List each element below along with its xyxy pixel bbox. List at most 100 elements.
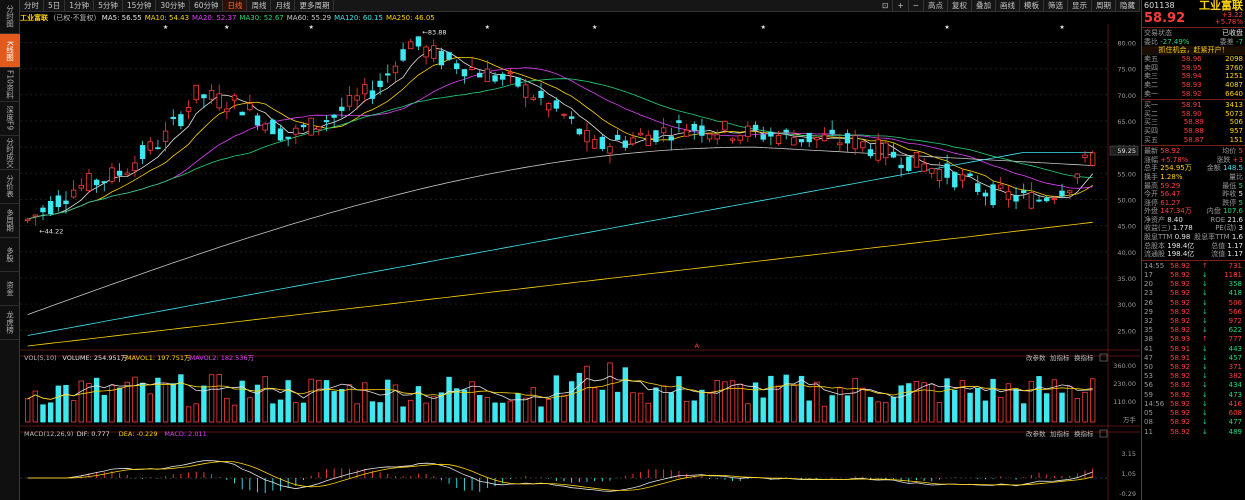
trade-row: 32 58.92 ↓ 972 bbox=[1142, 317, 1245, 326]
event-star-icon[interactable]: ★ bbox=[308, 24, 313, 31]
nav-item-7[interactable]: 多股 bbox=[0, 238, 20, 272]
down-arrow-icon: ↓ bbox=[1202, 280, 1208, 289]
tool-button-3[interactable]: 高点 bbox=[924, 0, 948, 12]
event-star-icon[interactable]: ★ bbox=[163, 24, 168, 31]
stat-label: 涨停 bbox=[1144, 198, 1158, 207]
period-tab-8[interactable]: 周线 bbox=[247, 0, 272, 11]
candle-body bbox=[1059, 190, 1065, 197]
book-volume: 2098 bbox=[1225, 55, 1243, 64]
volume-bar bbox=[362, 382, 368, 423]
indicator-button-1[interactable]: 加指标 bbox=[1050, 429, 1070, 438]
nav-item-1[interactable]: K线图 bbox=[0, 34, 20, 68]
indicator-button-0[interactable]: 改参数 bbox=[1026, 429, 1046, 438]
book-price: 58.92 bbox=[1181, 89, 1202, 98]
event-star-icon[interactable]: ★ bbox=[1059, 24, 1064, 31]
current-price-tag bbox=[1109, 145, 1139, 156]
indicator-button-1[interactable]: 加指标 bbox=[1050, 353, 1070, 362]
nav-item-6[interactable]: 多周期 bbox=[0, 204, 20, 238]
candle-body bbox=[1089, 152, 1096, 166]
tool-button-4[interactable]: 复权 bbox=[948, 0, 972, 12]
promo-banner[interactable]: 抓住机会，赶紧开户！ bbox=[1142, 46, 1245, 56]
volume-bar bbox=[844, 395, 851, 423]
nav-item-2[interactable]: F10资料 bbox=[0, 68, 20, 102]
indicator-button-2[interactable]: 换指标 bbox=[1074, 353, 1094, 362]
trade-price: 58.92 bbox=[1170, 289, 1191, 298]
close-icon[interactable] bbox=[1099, 429, 1108, 438]
macd-y-tick-label: -0.29 bbox=[1119, 490, 1136, 498]
ma-legend-item: MA120: 60.15 bbox=[334, 14, 383, 22]
stat-value: 5 bbox=[1238, 181, 1243, 190]
kline-chart-area[interactable]: 80.0075.0070.0065.0060.0055.0050.0045.00… bbox=[20, 24, 1140, 500]
volume-bar bbox=[415, 386, 422, 423]
period-tab-7[interactable]: 日线 bbox=[223, 0, 248, 11]
volume-bar bbox=[408, 399, 414, 423]
stock-name: 工业富联 bbox=[20, 14, 48, 22]
close-icon[interactable] bbox=[1099, 353, 1108, 362]
nav-item-4[interactable]: 分时成交 bbox=[0, 136, 20, 170]
tool-button-7[interactable]: 模板 bbox=[1020, 0, 1044, 12]
event-marker[interactable]: A bbox=[695, 342, 700, 350]
candle-body bbox=[461, 69, 468, 77]
candle-body bbox=[116, 170, 123, 176]
period-tab-9[interactable]: 月线 bbox=[271, 0, 296, 11]
nav-item-5[interactable]: 分价表 bbox=[0, 170, 20, 204]
wb-value: -27.49% bbox=[1160, 37, 1190, 46]
nav-item-0[interactable]: 分时图 bbox=[0, 0, 20, 34]
tick-trades[interactable]: 14:55 58.92 ↑ 731 17 58.92 ↓ 1181 20 58.92 ↓ 358 23 5… bbox=[1142, 262, 1245, 437]
period-tab-10[interactable]: 更多周期 bbox=[295, 0, 335, 11]
stat-row: 总手 254.95万 金额 148.5 bbox=[1142, 164, 1245, 173]
tools-toolbar: ⊡ + − 高点 复权 叠加 画线 模板 筛选 显示 周期 隐藏 bbox=[878, 0, 1140, 12]
period-tab-1[interactable]: 5日 bbox=[44, 0, 66, 11]
candle-body bbox=[852, 135, 858, 150]
y-tick-label: 65.00 bbox=[1117, 118, 1136, 126]
trade-price: 58.92 bbox=[1170, 271, 1191, 280]
volume-bar bbox=[745, 403, 751, 423]
tool-button-11[interactable]: 隐藏 bbox=[1116, 0, 1140, 12]
period-tab-6[interactable]: 60分钟 bbox=[190, 0, 224, 11]
trade-volume: 731 bbox=[1228, 261, 1242, 270]
book-level-label: 买五 bbox=[1144, 135, 1158, 144]
volume-bar bbox=[668, 392, 674, 423]
tool-button-5[interactable]: 叠加 bbox=[972, 0, 996, 12]
nav-item-3[interactable]: 深度F9 bbox=[0, 102, 20, 136]
event-star-icon[interactable]: ★ bbox=[592, 24, 597, 31]
period-tab-2[interactable]: 1分钟 bbox=[65, 0, 95, 11]
book-level-label: 卖二 bbox=[1144, 80, 1158, 89]
candle-body bbox=[270, 119, 276, 135]
tool-button-9[interactable]: 显示 bbox=[1068, 0, 1092, 12]
candle-body bbox=[867, 149, 874, 157]
tool-button-0[interactable]: ⊡ bbox=[878, 0, 894, 12]
volume-bar bbox=[1074, 398, 1081, 423]
indicator-button-2[interactable]: 换指标 bbox=[1074, 429, 1094, 438]
tool-button-10[interactable]: 周期 bbox=[1092, 0, 1116, 12]
event-star-icon[interactable]: ★ bbox=[224, 24, 229, 31]
period-tab-3[interactable]: 5分钟 bbox=[94, 0, 123, 11]
tool-button-6[interactable]: 画线 bbox=[996, 0, 1020, 12]
stat-row: 净资产 8.40 ROE 21.6 bbox=[1142, 216, 1245, 225]
event-star-icon[interactable]: ★ bbox=[761, 24, 766, 31]
tool-button-1[interactable]: + bbox=[893, 0, 909, 12]
event-star-icon[interactable]: ★ bbox=[944, 24, 949, 31]
vol-y-tick-label: 360.00 bbox=[1113, 362, 1136, 370]
stat-label: 收益(三) bbox=[1144, 224, 1171, 233]
candle-body bbox=[637, 132, 644, 136]
tool-button-2[interactable]: − bbox=[909, 0, 924, 12]
stat-label: 总股本 bbox=[1144, 241, 1165, 250]
nav-item-8[interactable]: 资金 bbox=[0, 272, 20, 306]
candle-body bbox=[798, 139, 805, 143]
period-tab-5[interactable]: 30分钟 bbox=[156, 0, 190, 11]
stat-value: 5 bbox=[1238, 198, 1243, 207]
candle-body bbox=[392, 65, 399, 74]
period-tab-4[interactable]: 15分钟 bbox=[123, 0, 157, 11]
nav-item-9[interactable]: 龙虎榜 bbox=[0, 306, 20, 340]
order-book-row: 卖三 58.94 1251 bbox=[1142, 72, 1245, 81]
period-tab-0[interactable]: 分时 bbox=[20, 0, 44, 11]
volume-bar bbox=[247, 397, 253, 423]
volume-bar bbox=[515, 393, 521, 423]
indicator-button-0[interactable]: 改参数 bbox=[1026, 353, 1046, 362]
tool-button-8[interactable]: 筛选 bbox=[1044, 0, 1068, 12]
book-price: 58.91 bbox=[1181, 101, 1202, 110]
adjust-mode[interactable]: (已权·不复权) bbox=[53, 14, 97, 22]
event-star-icon[interactable]: ★ bbox=[485, 24, 490, 31]
volume-bar bbox=[706, 392, 713, 423]
